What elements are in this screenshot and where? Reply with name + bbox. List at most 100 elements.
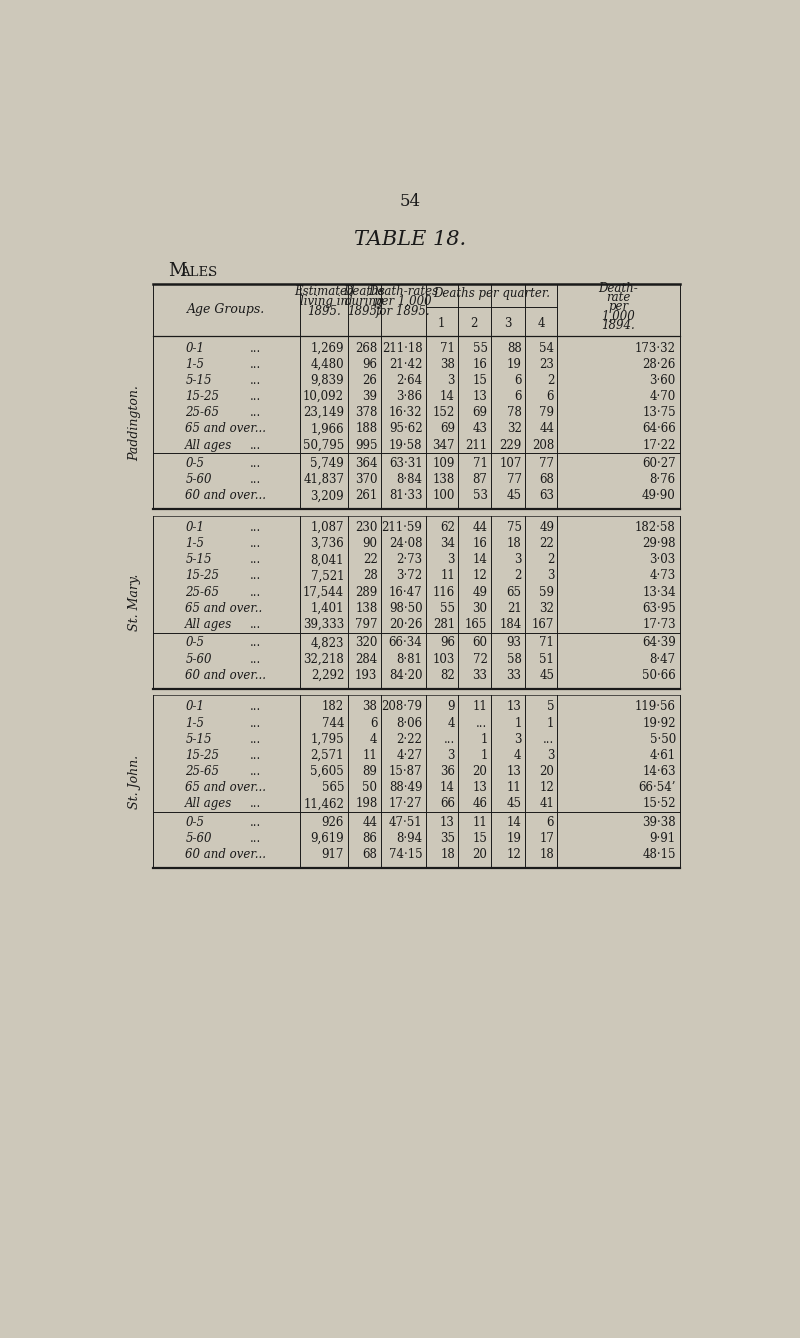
Text: All ages: All ages — [186, 439, 233, 452]
Text: 1: 1 — [546, 717, 554, 729]
Text: 3,736: 3,736 — [310, 537, 344, 550]
Text: 9·91: 9·91 — [650, 832, 676, 846]
Text: 138: 138 — [433, 474, 455, 486]
Text: 3: 3 — [546, 749, 554, 761]
Text: 68: 68 — [539, 474, 554, 486]
Text: 109: 109 — [433, 458, 455, 470]
Text: 16: 16 — [473, 357, 487, 371]
Text: 289: 289 — [355, 586, 378, 598]
Text: 32,218: 32,218 — [303, 653, 344, 665]
Text: 60·27: 60·27 — [642, 458, 676, 470]
Text: ...: ... — [250, 653, 261, 665]
Text: 4: 4 — [514, 749, 522, 761]
Text: 167: 167 — [532, 618, 554, 632]
Text: ...: ... — [250, 474, 261, 486]
Text: 63·31: 63·31 — [389, 458, 422, 470]
Text: 268: 268 — [355, 341, 378, 355]
Text: Deaths per quarter.: Deaths per quarter. — [433, 288, 550, 300]
Text: 14: 14 — [440, 781, 455, 795]
Text: 9,839: 9,839 — [310, 373, 344, 387]
Text: 20: 20 — [473, 848, 487, 862]
Text: 2,571: 2,571 — [310, 749, 344, 761]
Text: 19·92: 19·92 — [642, 717, 676, 729]
Text: 21·42: 21·42 — [389, 357, 422, 371]
Text: All ages: All ages — [186, 618, 233, 632]
Text: ALES: ALES — [180, 266, 217, 278]
Text: 0-5: 0-5 — [186, 637, 204, 649]
Text: ...: ... — [250, 554, 261, 566]
Text: 13: 13 — [506, 765, 522, 779]
Text: 3: 3 — [546, 570, 554, 582]
Text: 4·70: 4·70 — [650, 391, 676, 403]
Text: 15-25: 15-25 — [186, 391, 219, 403]
Text: 4,823: 4,823 — [310, 637, 344, 649]
Text: 39,333: 39,333 — [303, 618, 344, 632]
Text: 44: 44 — [362, 816, 378, 828]
Text: 18: 18 — [440, 848, 455, 862]
Text: 4: 4 — [447, 717, 455, 729]
Text: 93: 93 — [506, 637, 522, 649]
Text: 71: 71 — [473, 458, 487, 470]
Text: Age Groups.: Age Groups. — [187, 304, 266, 317]
Text: 49: 49 — [473, 586, 487, 598]
Text: 2: 2 — [546, 373, 554, 387]
Text: 17: 17 — [539, 832, 554, 846]
Text: 84·20: 84·20 — [389, 669, 422, 682]
Text: 107: 107 — [499, 458, 522, 470]
Text: 565: 565 — [322, 781, 344, 795]
Text: 41,837: 41,837 — [303, 474, 344, 486]
Text: 5·50: 5·50 — [650, 733, 676, 745]
Text: 0-5: 0-5 — [186, 816, 204, 828]
Text: 320: 320 — [355, 637, 378, 649]
Text: 6: 6 — [546, 816, 554, 828]
Text: 50·66: 50·66 — [642, 669, 676, 682]
Text: 4·73: 4·73 — [650, 570, 676, 582]
Text: ...: ... — [250, 537, 261, 550]
Text: 19·58: 19·58 — [389, 439, 422, 452]
Text: Estimated: Estimated — [294, 285, 354, 298]
Text: ...: ... — [543, 733, 554, 745]
Text: 22: 22 — [539, 537, 554, 550]
Text: 364: 364 — [355, 458, 378, 470]
Text: 378: 378 — [355, 407, 378, 419]
Text: 1,966: 1,966 — [310, 423, 344, 435]
Text: 16·47: 16·47 — [389, 586, 422, 598]
Text: 1,269: 1,269 — [310, 341, 344, 355]
Text: 5-60: 5-60 — [186, 474, 212, 486]
Text: 184: 184 — [499, 618, 522, 632]
Text: 229: 229 — [499, 439, 522, 452]
Text: for 1895.: for 1895. — [376, 305, 430, 318]
Text: 4: 4 — [370, 733, 378, 745]
Text: 38: 38 — [362, 700, 378, 713]
Text: 30: 30 — [473, 602, 487, 615]
Text: 3·72: 3·72 — [396, 570, 422, 582]
Text: 3,209: 3,209 — [310, 490, 344, 502]
Text: 165: 165 — [465, 618, 487, 632]
Text: 3: 3 — [447, 749, 455, 761]
Text: 69: 69 — [473, 407, 487, 419]
Text: 995: 995 — [355, 439, 378, 452]
Text: 95·62: 95·62 — [389, 423, 422, 435]
Text: 66·54’: 66·54’ — [638, 781, 676, 795]
Text: 1,401: 1,401 — [310, 602, 344, 615]
Text: 797: 797 — [355, 618, 378, 632]
Text: ...: ... — [250, 797, 261, 811]
Text: 917: 917 — [322, 848, 344, 862]
Text: ...: ... — [250, 765, 261, 779]
Text: 25-65: 25-65 — [186, 765, 219, 779]
Text: 0-1: 0-1 — [186, 700, 204, 713]
Text: 2: 2 — [470, 317, 478, 329]
Text: living in: living in — [300, 294, 348, 308]
Text: 60 and over...: 60 and over... — [186, 848, 266, 862]
Text: 63: 63 — [539, 490, 554, 502]
Text: 5: 5 — [546, 700, 554, 713]
Text: 46: 46 — [473, 797, 487, 811]
Text: 8·47: 8·47 — [650, 653, 676, 665]
Text: 20: 20 — [539, 765, 554, 779]
Text: 59: 59 — [539, 586, 554, 598]
Text: 211·59: 211·59 — [382, 520, 422, 534]
Text: 8·94: 8·94 — [396, 832, 422, 846]
Text: 98·50: 98·50 — [389, 602, 422, 615]
Text: 49: 49 — [539, 520, 554, 534]
Text: 21: 21 — [507, 602, 522, 615]
